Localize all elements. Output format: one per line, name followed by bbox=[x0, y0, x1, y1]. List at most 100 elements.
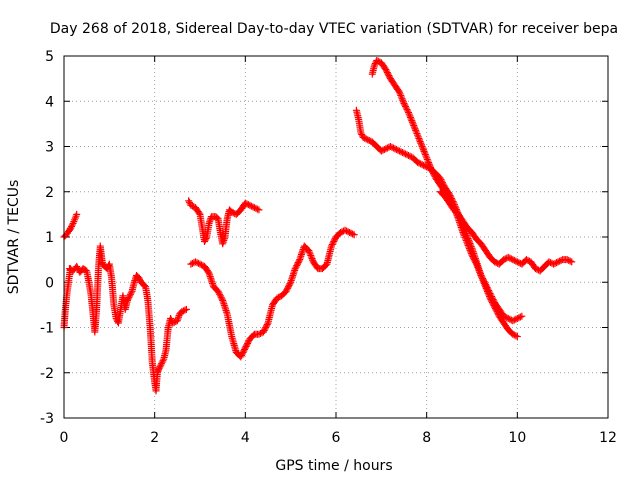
data-point-marker bbox=[397, 93, 405, 101]
data-point-marker bbox=[405, 109, 413, 117]
data-point-marker bbox=[383, 69, 391, 77]
data-point-marker bbox=[216, 290, 224, 298]
data-point-marker bbox=[488, 294, 496, 302]
data-point-marker bbox=[398, 149, 406, 157]
data-point-marker bbox=[553, 259, 561, 267]
data-point-marker bbox=[347, 229, 355, 237]
data-point-marker bbox=[252, 204, 260, 212]
data-point-marker bbox=[414, 133, 422, 141]
data-point-marker bbox=[515, 314, 523, 322]
data-point-marker bbox=[469, 253, 477, 261]
data-point-marker bbox=[202, 235, 210, 243]
data-point-marker bbox=[465, 243, 473, 251]
data-point-marker bbox=[201, 238, 209, 246]
data-point-marker bbox=[275, 293, 283, 301]
data-point-marker bbox=[470, 256, 478, 264]
y-tick-label: 4 bbox=[45, 94, 54, 110]
data-point-marker bbox=[509, 317, 517, 325]
data-point-marker bbox=[73, 262, 81, 270]
data-point-marker bbox=[357, 129, 365, 137]
data-point-marker bbox=[243, 341, 251, 349]
data-point-marker bbox=[126, 292, 134, 300]
data-point-marker bbox=[204, 268, 212, 276]
data-point-marker bbox=[459, 228, 467, 236]
data-point-marker bbox=[554, 258, 562, 266]
data-point-marker bbox=[470, 254, 478, 262]
data-point-marker bbox=[397, 148, 405, 156]
data-point-marker bbox=[349, 230, 357, 238]
data-point-marker bbox=[472, 259, 480, 267]
data-point-marker bbox=[157, 361, 165, 369]
y-tick-label: 5 bbox=[45, 49, 54, 65]
data-point-marker bbox=[330, 236, 338, 244]
data-point-marker bbox=[462, 237, 470, 245]
data-point-marker bbox=[295, 257, 303, 265]
data-point-marker bbox=[464, 241, 472, 249]
data-point-marker bbox=[403, 151, 411, 159]
data-point-marker bbox=[136, 275, 144, 283]
data-point-marker bbox=[478, 273, 486, 281]
data-point-marker bbox=[188, 259, 196, 267]
data-point-marker bbox=[506, 315, 514, 323]
data-point-marker bbox=[322, 261, 330, 269]
data-point-marker bbox=[388, 143, 396, 151]
y-tick-label: 2 bbox=[45, 185, 54, 201]
data-point-marker bbox=[244, 338, 252, 346]
data-point-marker bbox=[214, 287, 222, 295]
data-point-marker bbox=[400, 149, 408, 157]
data-point-marker bbox=[506, 254, 514, 262]
data-point-marker bbox=[228, 208, 236, 216]
data-point-marker bbox=[401, 101, 409, 109]
data-point-marker bbox=[246, 201, 254, 209]
data-point-marker bbox=[213, 214, 221, 222]
data-point-marker bbox=[262, 322, 270, 330]
data-point-marker bbox=[156, 363, 164, 371]
data-point-marker bbox=[382, 66, 390, 74]
data-point-marker bbox=[187, 260, 195, 268]
data-point-marker bbox=[402, 150, 410, 158]
data-point-marker bbox=[483, 284, 491, 292]
data-point-marker bbox=[179, 307, 187, 315]
data-point-marker bbox=[291, 265, 299, 273]
data-point-marker bbox=[405, 110, 413, 118]
x-axis-label: GPS time / hours bbox=[275, 458, 392, 474]
data-point-marker bbox=[284, 283, 292, 291]
data-point-marker bbox=[359, 133, 367, 141]
data-point-marker bbox=[330, 238, 338, 246]
data-point-marker bbox=[253, 205, 261, 213]
data-point-marker bbox=[365, 136, 373, 144]
data-point-marker bbox=[255, 330, 263, 338]
data-point-marker bbox=[294, 259, 302, 267]
data-point-marker bbox=[181, 306, 189, 314]
series-arc-08 bbox=[436, 188, 576, 275]
data-point-marker bbox=[305, 248, 313, 256]
data-point-marker bbox=[460, 230, 468, 238]
data-point-marker bbox=[524, 256, 532, 264]
data-point-marker bbox=[398, 95, 406, 103]
data-point-marker bbox=[480, 277, 488, 285]
data-point-marker bbox=[397, 91, 405, 99]
data-point-marker bbox=[125, 293, 133, 301]
data-point-marker bbox=[566, 257, 574, 265]
data-point-marker bbox=[382, 145, 390, 153]
data-point-marker bbox=[155, 364, 163, 372]
data-point-marker bbox=[284, 284, 292, 292]
data-point-marker bbox=[489, 296, 497, 304]
data-point-marker bbox=[395, 147, 403, 155]
data-point-marker bbox=[306, 250, 314, 258]
data-point-marker bbox=[556, 257, 564, 265]
data-point-marker bbox=[504, 314, 512, 322]
x-tick-label: 0 bbox=[60, 430, 69, 446]
data-point-marker bbox=[423, 155, 431, 163]
data-point-marker bbox=[328, 241, 336, 249]
data-point-marker bbox=[361, 134, 369, 142]
data-point-marker bbox=[513, 314, 521, 322]
data-point-marker bbox=[557, 256, 565, 264]
data-point-marker bbox=[475, 267, 483, 275]
data-point-marker bbox=[285, 281, 293, 289]
data-point-marker bbox=[124, 295, 132, 303]
data-point-marker bbox=[473, 260, 481, 268]
data-point-marker bbox=[239, 348, 247, 356]
data-point-marker bbox=[338, 228, 346, 236]
data-point-marker bbox=[563, 256, 571, 264]
